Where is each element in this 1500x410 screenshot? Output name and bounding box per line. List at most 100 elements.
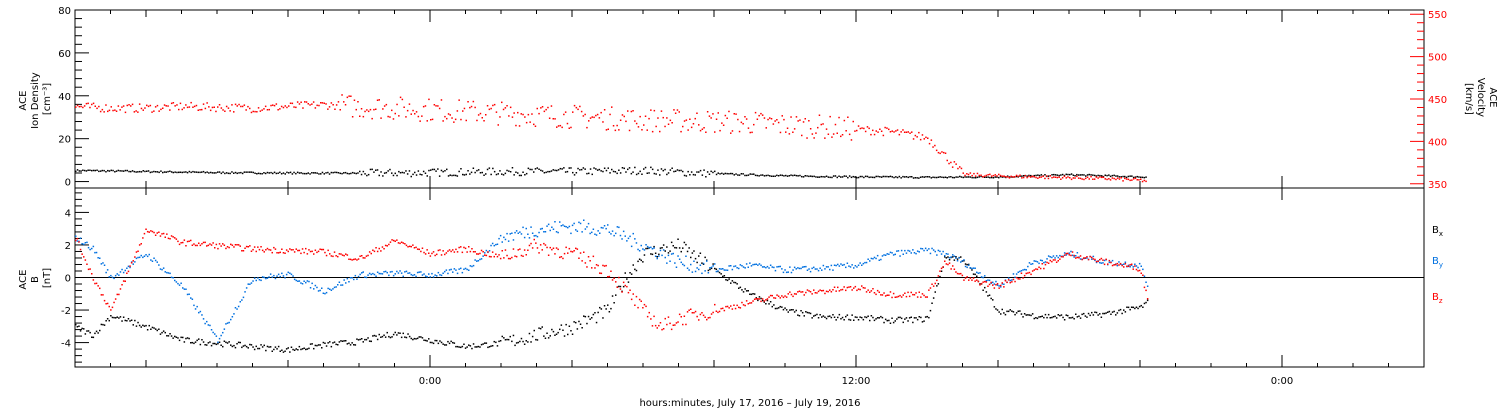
data-point-velocity [896,129,899,131]
data-point-bx [632,264,634,266]
data-point-density [758,175,760,177]
data-point-bx [878,317,880,319]
data-point-by [745,263,748,265]
data-point-bx [356,338,358,340]
data-point-bz [872,288,874,290]
data-point-bz [739,307,742,309]
data-point-bz [731,308,734,310]
data-point-bx [504,339,507,341]
legend-by: By [1432,256,1443,269]
data-point-by [913,252,916,254]
data-point-velocity [776,119,778,121]
data-point-density [334,171,336,174]
data-point-bx [169,333,171,335]
data-point-density [935,176,938,179]
data-point-by [800,267,802,270]
data-point-by [845,266,847,269]
data-point-density [1145,176,1147,178]
data-point-by [525,227,527,230]
data-point-bx [741,289,743,291]
data-point-density [889,175,892,178]
data-point-velocity [353,99,356,101]
data-point-by [512,239,515,241]
data-point-bx [872,316,874,319]
data-point-density [589,168,592,170]
data-point-density [1095,175,1098,177]
data-point-velocity [147,105,150,108]
data-point-bz [490,256,492,258]
data-point-velocity [900,131,902,133]
data-point-by [316,286,318,289]
data-point-bz [468,246,470,248]
data-point-density [146,170,148,172]
data-point-velocity [146,104,148,107]
data-point-velocity [1001,175,1004,177]
data-point-density [293,171,295,174]
data-point-bz [616,286,619,288]
data-point-velocity [692,123,695,125]
data-point-by [522,226,524,229]
data-point-velocity [254,110,256,113]
data-point-velocity [777,121,780,124]
data-point-by [627,237,630,240]
data-point-by [354,274,357,277]
data-point-bx [613,302,615,304]
data-point-by [696,267,698,269]
data-point-velocity [923,138,925,140]
data-point-by [514,231,516,234]
data-point-bz [95,282,98,285]
data-point-by [725,269,727,271]
data-point-bz [177,240,179,243]
data-point-bx [693,250,695,252]
data-point-velocity [577,108,579,111]
data-point-bz [503,257,505,259]
data-point-velocity [1026,176,1028,179]
data-point-density [497,173,499,175]
data-point-bz [174,237,176,239]
data-point-density [710,170,712,173]
data-point-bx [468,344,470,346]
data-point-by [439,274,441,276]
data-point-bx [646,247,649,250]
data-point-bx [1031,313,1034,315]
data-point-bx [1071,316,1074,319]
data-point-by [817,269,820,272]
data-point-by [346,277,349,280]
data-point-bz [584,262,587,264]
data-point-velocity [153,110,155,112]
data-point-by [555,231,558,233]
data-point-by [444,270,446,273]
data-point-by [300,282,302,284]
data-point-by [445,269,448,271]
data-point-bz [442,250,444,252]
data-point-by [872,258,874,260]
data-point-velocity [728,110,730,113]
data-point-bx [904,318,906,320]
data-point-bz [814,292,817,294]
data-point-density [683,174,686,177]
data-point-bz [170,235,173,237]
data-point-density [131,170,134,172]
data-point-bz [284,252,286,254]
data-point-velocity [344,104,347,106]
data-point-density [781,174,783,177]
data-point-bz [306,253,309,255]
data-point-density [430,169,432,171]
data-point-velocity [628,129,631,132]
data-point-density [712,171,714,174]
data-point-velocity [142,109,144,111]
data-point-bx [947,256,949,258]
data-point-by [873,256,876,259]
data-point-bx [277,345,280,348]
data-point-by [709,267,711,269]
data-point-by [717,270,719,272]
data-point-bz [806,289,809,291]
data-point-by [1033,260,1035,262]
data-point-bz [364,257,366,259]
data-point-density [447,175,450,177]
data-point-velocity [446,117,448,120]
data-point-bz [738,306,740,309]
data-point-by [1003,283,1005,285]
data-point-density [742,173,744,175]
data-point-bx [905,317,908,319]
